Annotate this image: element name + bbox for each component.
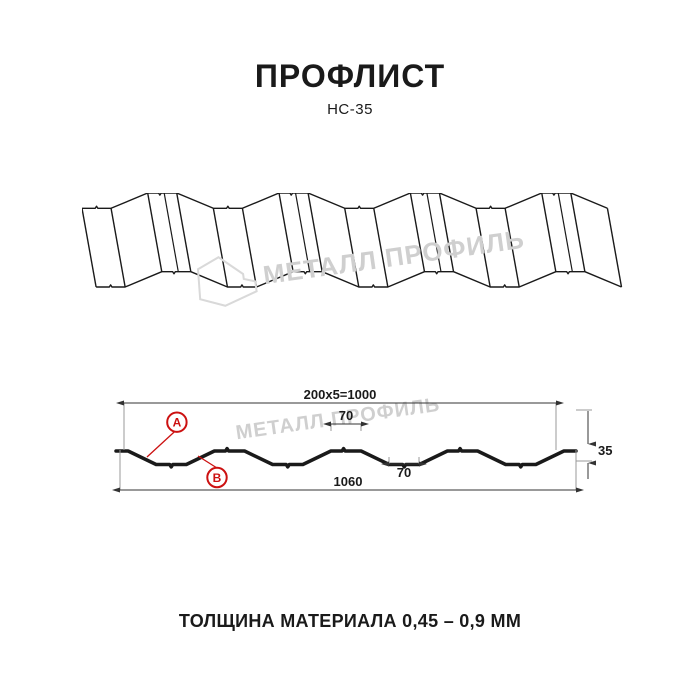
svg-text:70: 70 [397, 465, 411, 480]
svg-text:A: A [173, 416, 182, 430]
svg-text:B: B [213, 471, 222, 485]
svg-text:35: 35 [598, 443, 612, 458]
svg-text:200x5=1000: 200x5=1000 [304, 387, 377, 402]
svg-text:70: 70 [339, 408, 353, 423]
svg-text:1060: 1060 [334, 474, 363, 489]
